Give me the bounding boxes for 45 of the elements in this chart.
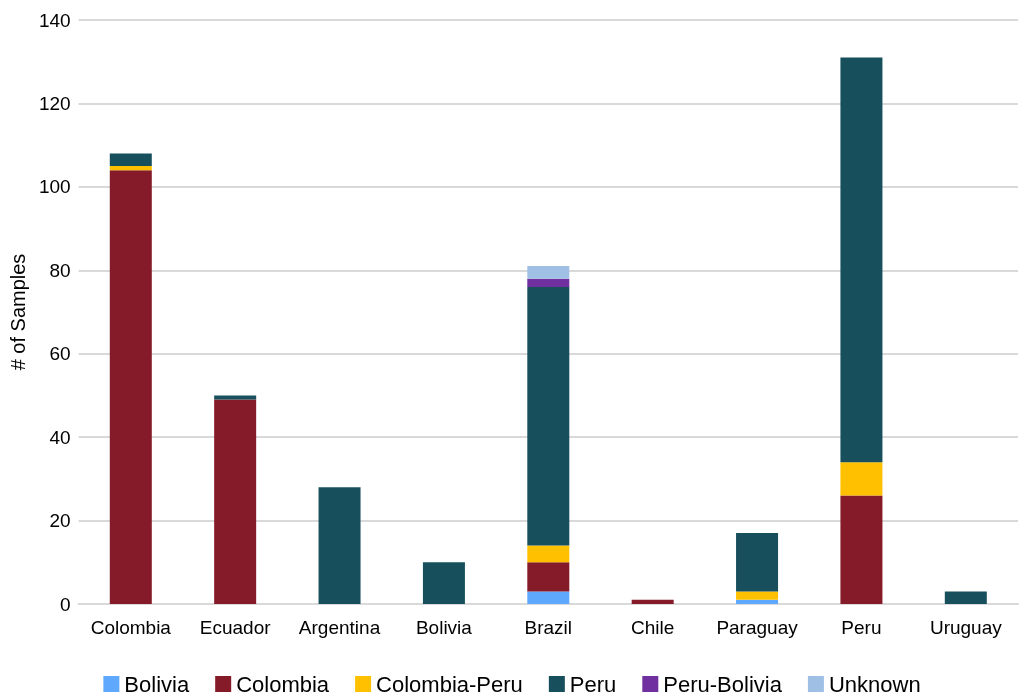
bar bbox=[527, 591, 570, 604]
bar bbox=[422, 562, 465, 604]
bar bbox=[840, 495, 883, 604]
legend-label: Bolivia bbox=[124, 671, 190, 697]
bar bbox=[109, 170, 152, 604]
bar bbox=[736, 599, 779, 604]
x-tick-label: Chile bbox=[631, 617, 675, 638]
x-tick-label: Colombia bbox=[90, 617, 172, 638]
bar bbox=[214, 395, 257, 400]
bar bbox=[214, 399, 257, 604]
x-tick-label: Argentina bbox=[298, 617, 381, 638]
bar bbox=[736, 533, 779, 592]
bar bbox=[318, 487, 361, 604]
x-tick-label: Uruguay bbox=[929, 617, 1003, 638]
bar bbox=[527, 545, 570, 563]
y-tick-label: 100 bbox=[38, 176, 71, 198]
y-tick-label: 40 bbox=[49, 426, 71, 448]
bar bbox=[840, 462, 883, 496]
bar bbox=[944, 591, 987, 604]
bar bbox=[109, 166, 152, 171]
x-tick-label: Brazil bbox=[524, 617, 573, 638]
bar bbox=[527, 278, 570, 287]
bar bbox=[527, 562, 570, 592]
y-tick-label: 0 bbox=[60, 593, 71, 615]
x-tick-label: Peru bbox=[841, 617, 882, 638]
legend-label: Peru-Bolivia bbox=[663, 671, 783, 697]
y-tick-label: 60 bbox=[49, 343, 71, 365]
x-tick-label: Paraguay bbox=[716, 617, 799, 638]
bar bbox=[736, 591, 779, 600]
bar bbox=[527, 266, 570, 279]
legend-label: Peru bbox=[569, 671, 617, 697]
y-axis-title: # of Samples bbox=[7, 253, 29, 371]
legend-label: Unknown bbox=[828, 671, 921, 697]
legend-label: Colombia-Peru bbox=[376, 671, 523, 697]
x-tick-label: Ecuador bbox=[199, 617, 272, 638]
x-tick-label: Bolivia bbox=[415, 617, 473, 638]
bar bbox=[527, 286, 570, 546]
bar bbox=[109, 153, 152, 166]
legend-label: Colombia bbox=[236, 671, 330, 697]
y-tick-label: 80 bbox=[49, 259, 71, 281]
y-tick-label: 140 bbox=[38, 9, 71, 31]
y-tick-label: 120 bbox=[38, 92, 71, 114]
bar bbox=[631, 599, 674, 604]
y-tick-label: 20 bbox=[49, 510, 71, 532]
bar bbox=[840, 57, 883, 463]
